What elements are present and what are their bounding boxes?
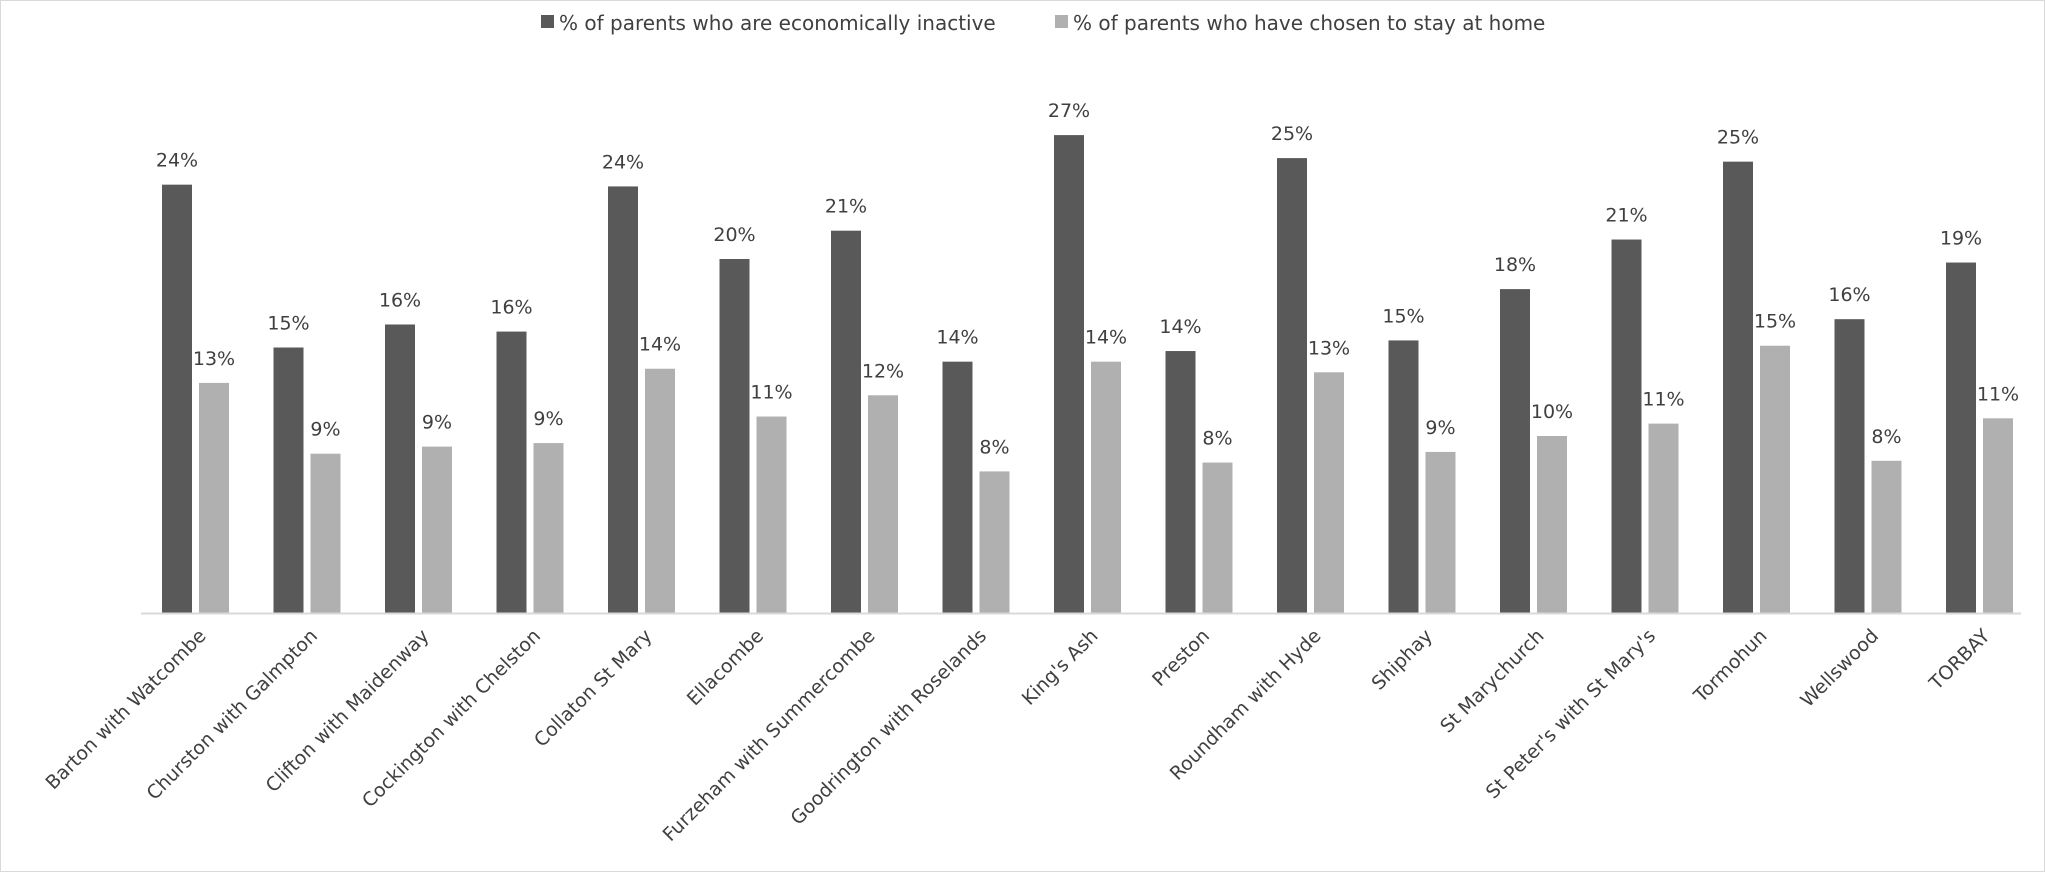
bar-king-s-ash-series-2: [1091, 361, 1121, 613]
data-label-st-peter-s-with-st-mary-s-series-1: 21%: [1605, 205, 1647, 227]
bar-shiphay-series-1: [1388, 340, 1419, 613]
bar-furzeham-with-summercombe-series-1: [831, 230, 861, 613]
category-label-shiphay: Shiphay: [1367, 625, 1437, 695]
data-label-tormohun-series-2: 15%: [1754, 311, 1796, 333]
data-label-clifton-with-maidenway-series-2: 9%: [422, 412, 452, 434]
data-label-barton-with-watcombe-series-2: 13%: [193, 348, 235, 370]
bar-st-marychurch-series-1: [1500, 289, 1530, 613]
legend: % of parents who are economically inacti…: [541, 11, 1545, 35]
legend-swatch-economically-inactive: [541, 15, 554, 28]
bar-shiphay-series-2: [1425, 451, 1456, 613]
bar-torbay-series-2: [1983, 418, 2013, 613]
data-label-clifton-with-maidenway-series-1: 16%: [379, 289, 421, 311]
bar-roundham-with-hyde-series-1: [1277, 158, 1307, 614]
bar-wellswood-series-1: [1834, 319, 1865, 613]
data-label-torbay-series-1: 19%: [1940, 228, 1982, 250]
bar-torbay-series-1: [1946, 262, 1976, 613]
data-label-roundham-with-hyde-series-1: 25%: [1271, 123, 1313, 145]
bar-wellswood-series-2: [1871, 460, 1902, 613]
data-label-tormohun-series-1: 25%: [1717, 127, 1759, 149]
bar-clifton-with-maidenway-series-2: [422, 446, 452, 613]
data-label-torbay-series-2: 11%: [1977, 383, 2019, 405]
data-label-st-marychurch-series-1: 18%: [1494, 254, 1536, 276]
bar-furzeham-with-summercombe-series-2: [868, 395, 898, 613]
bar-goodrington-with-roselands-series-1: [942, 361, 973, 613]
data-label-preston-series-1: 14%: [1159, 316, 1201, 338]
category-label-ellacombe: Ellacombe: [683, 625, 768, 710]
bar-barton-with-watcombe-series-2: [199, 382, 229, 613]
data-label-goodrington-with-roselands-series-2: 8%: [979, 436, 1009, 458]
bar-cockington-with-chelston-series-1: [496, 331, 527, 613]
data-label-shiphay-series-1: 15%: [1382, 305, 1424, 327]
data-label-shiphay-series-2: 9%: [1425, 417, 1455, 439]
data-label-barton-with-watcombe-series-1: 24%: [156, 150, 198, 172]
data-label-st-peter-s-with-st-mary-s-series-2: 11%: [1642, 389, 1684, 411]
data-label-churston-with-galmpton-series-1: 15%: [267, 313, 309, 335]
category-label-torbay: TORBAY: [1925, 625, 1995, 695]
category-label-king-s-ash: King's Ash: [1018, 625, 1103, 710]
category-label-furzeham-with-summercombe: Furzeham with Summercombe: [659, 625, 880, 846]
data-label-cockington-with-chelston-series-2: 9%: [533, 408, 563, 430]
bar-collaton-st-mary-series-2: [645, 368, 675, 613]
data-label-wellswood-series-2: 8%: [1871, 426, 1901, 448]
legend-swatch-stay-at-home: [1055, 15, 1068, 28]
bar-st-marychurch-series-2: [1537, 436, 1567, 613]
bar-st-peter-s-with-st-mary-s-series-1: [1611, 239, 1642, 613]
bar-ellacombe-series-2: [756, 416, 787, 613]
bar-tormohun-series-1: [1723, 161, 1753, 613]
data-label-collaton-st-mary-series-2: 14%: [639, 334, 681, 356]
bar-collaton-st-mary-series-1: [608, 186, 638, 613]
category-label-st-marychurch: St Marychurch: [1436, 625, 1548, 737]
category-label-collaton-st-mary: Collaton St Mary: [530, 625, 656, 751]
data-label-furzeham-with-summercombe-series-2: 12%: [862, 360, 904, 382]
data-label-roundham-with-hyde-series-2: 13%: [1308, 337, 1350, 359]
data-label-furzeham-with-summercombe-series-1: 21%: [825, 196, 867, 218]
data-label-group: 24% 13% 15% 9% 16% 9% 16% 9% 24% 14% 20% 11% 21% 12% 1…: [156, 100, 2019, 458]
bar-tormohun-series-2: [1760, 345, 1790, 613]
bar-king-s-ash-series-1: [1054, 135, 1084, 613]
data-label-king-s-ash-series-2: 14%: [1085, 327, 1127, 349]
data-label-collaton-st-mary-series-1: 24%: [602, 151, 644, 173]
data-label-cockington-with-chelston-series-1: 16%: [490, 297, 532, 319]
bar-ellacombe-series-1: [719, 259, 750, 613]
bar-barton-with-watcombe-series-1: [162, 184, 192, 613]
data-label-king-s-ash-series-1: 27%: [1048, 100, 1090, 122]
bar-st-peter-s-with-st-mary-s-series-2: [1648, 423, 1679, 613]
bar-roundham-with-hyde-series-2: [1314, 372, 1344, 613]
bar-preston-series-1: [1165, 351, 1196, 613]
category-label-wellswood: Wellswood: [1796, 625, 1883, 712]
data-label-goodrington-with-roselands-series-1: 14%: [936, 327, 978, 349]
data-label-preston-series-2: 8%: [1202, 428, 1232, 450]
category-label-preston: Preston: [1148, 625, 1214, 691]
bar-clifton-with-maidenway-series-1: [385, 324, 415, 613]
bar-churston-with-galmpton-series-1: [273, 347, 304, 613]
category-label-goodrington-with-roselands: Goodrington with Roselands: [787, 625, 992, 830]
bar-preston-series-2: [1202, 462, 1233, 613]
category-label-cockington-with-chelston: Cockington with Chelston: [358, 625, 545, 812]
data-label-st-marychurch-series-2: 10%: [1531, 401, 1573, 423]
bar-churston-with-galmpton-series-2: [310, 453, 341, 613]
legend-label-economically-inactive: % of parents who are economically inacti…: [559, 11, 996, 35]
category-label-tormohun: Tormohun: [1689, 625, 1772, 708]
bar-goodrington-with-roselands-series-2: [979, 471, 1010, 613]
data-label-ellacombe-series-1: 20%: [713, 224, 755, 246]
data-label-churston-with-galmpton-series-2: 9%: [310, 419, 340, 441]
data-label-wellswood-series-1: 16%: [1828, 284, 1870, 306]
bar-group: [162, 135, 2013, 614]
bar-cockington-with-chelston-series-2: [533, 443, 564, 613]
data-label-ellacombe-series-2: 11%: [750, 382, 792, 404]
legend-label-stay-at-home: % of parents who have chosen to stay at …: [1073, 11, 1545, 35]
